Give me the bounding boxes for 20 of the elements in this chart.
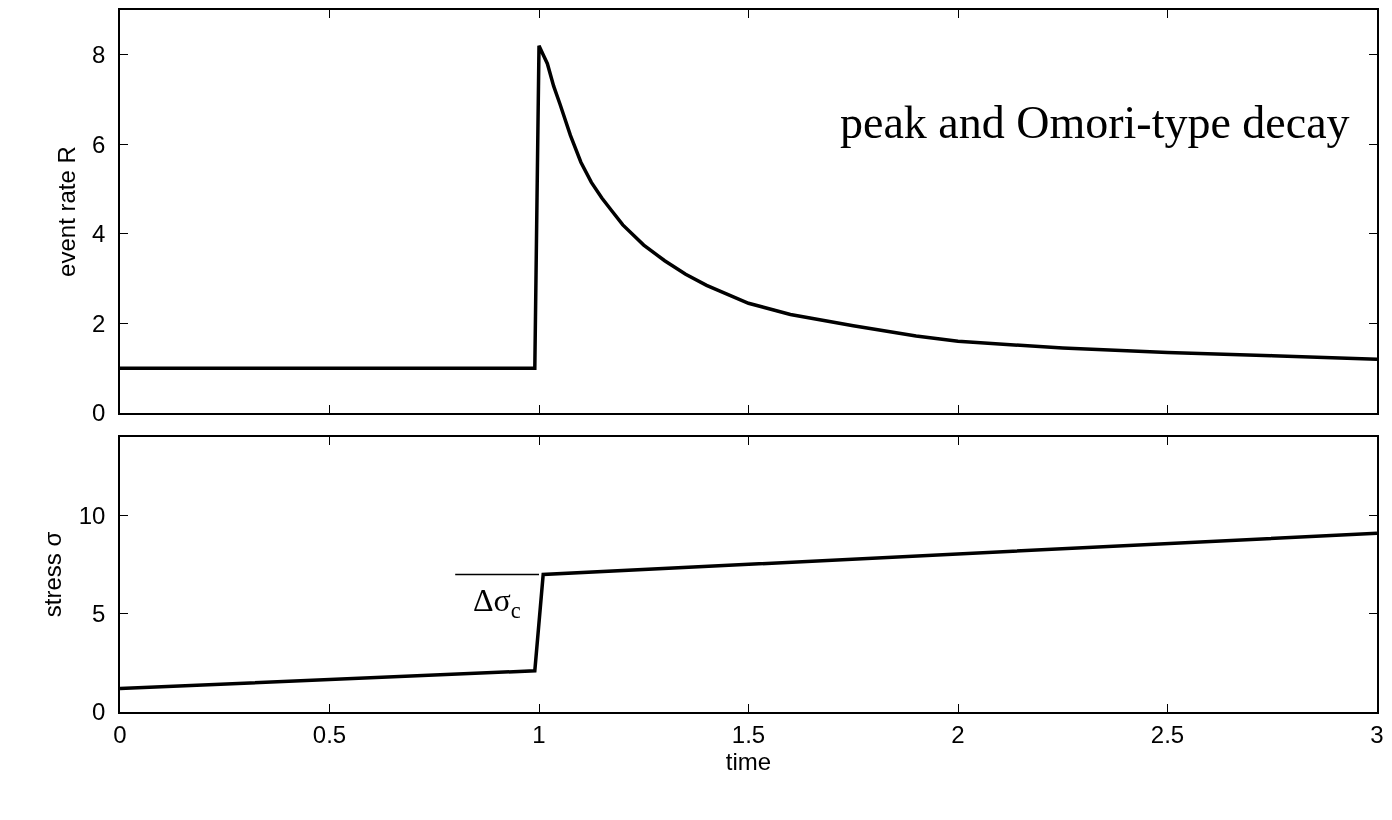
x-tick-label: 1 <box>532 720 546 748</box>
y-axis-title: event rate R <box>52 146 80 277</box>
y-tick-label: 8 <box>92 41 106 69</box>
x-tick-label: 3 <box>1370 720 1384 748</box>
x-axis-title: time <box>725 747 772 775</box>
y-tick-label: 10 <box>78 501 106 529</box>
x-tick-label: 0.5 <box>312 720 347 748</box>
annotation: Δσ$_{c}$ <box>473 582 521 623</box>
y-tick-label: 0 <box>92 399 106 427</box>
y-tick-label: 0 <box>92 698 106 726</box>
y-tick-label: 6 <box>92 130 106 158</box>
x-tick-label: 0 <box>113 720 127 748</box>
y-axis-title: stress σ <box>39 531 67 618</box>
x-tick-label: 1.5 <box>731 720 766 748</box>
annotation: peak and Omori-type decay <box>840 97 1350 148</box>
x-tick-label: 2.5 <box>1150 720 1185 748</box>
y-tick-label: 5 <box>92 600 106 628</box>
x-tick-label: 2 <box>951 720 965 748</box>
y-tick-label: 4 <box>92 220 106 248</box>
y-tick-label: 2 <box>92 309 106 337</box>
